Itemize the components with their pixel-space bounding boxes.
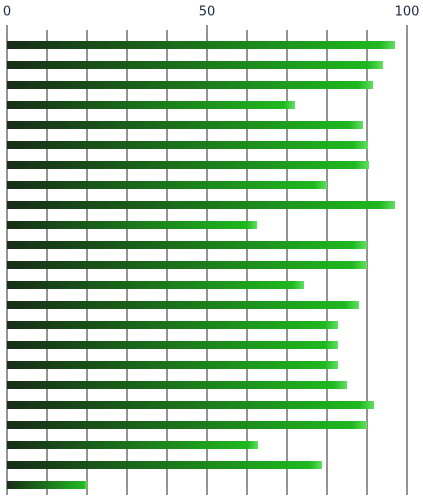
bar bbox=[7, 301, 359, 309]
bar bbox=[7, 421, 367, 429]
bar bbox=[7, 321, 338, 329]
bar bbox=[7, 201, 395, 209]
bar bbox=[7, 41, 395, 49]
bar bbox=[7, 261, 367, 269]
bar bbox=[7, 481, 87, 489]
bar bbox=[7, 221, 257, 229]
bar bbox=[7, 81, 373, 89]
bar bbox=[7, 141, 368, 149]
bar bbox=[7, 121, 363, 129]
bar bbox=[7, 101, 295, 109]
bar bbox=[7, 461, 322, 469]
bar bbox=[7, 361, 338, 369]
bar bbox=[7, 281, 304, 289]
bar bbox=[7, 241, 367, 249]
x-tick-label: 100 bbox=[395, 5, 420, 20]
bar bbox=[7, 161, 369, 169]
bar bbox=[7, 181, 327, 189]
bar bbox=[7, 61, 383, 69]
bar bbox=[7, 441, 258, 449]
bar bbox=[7, 341, 338, 349]
x-tick-label: 0 bbox=[3, 5, 11, 20]
x-tick-label: 50 bbox=[199, 5, 216, 20]
bar bbox=[7, 401, 374, 409]
bar bbox=[7, 381, 347, 389]
